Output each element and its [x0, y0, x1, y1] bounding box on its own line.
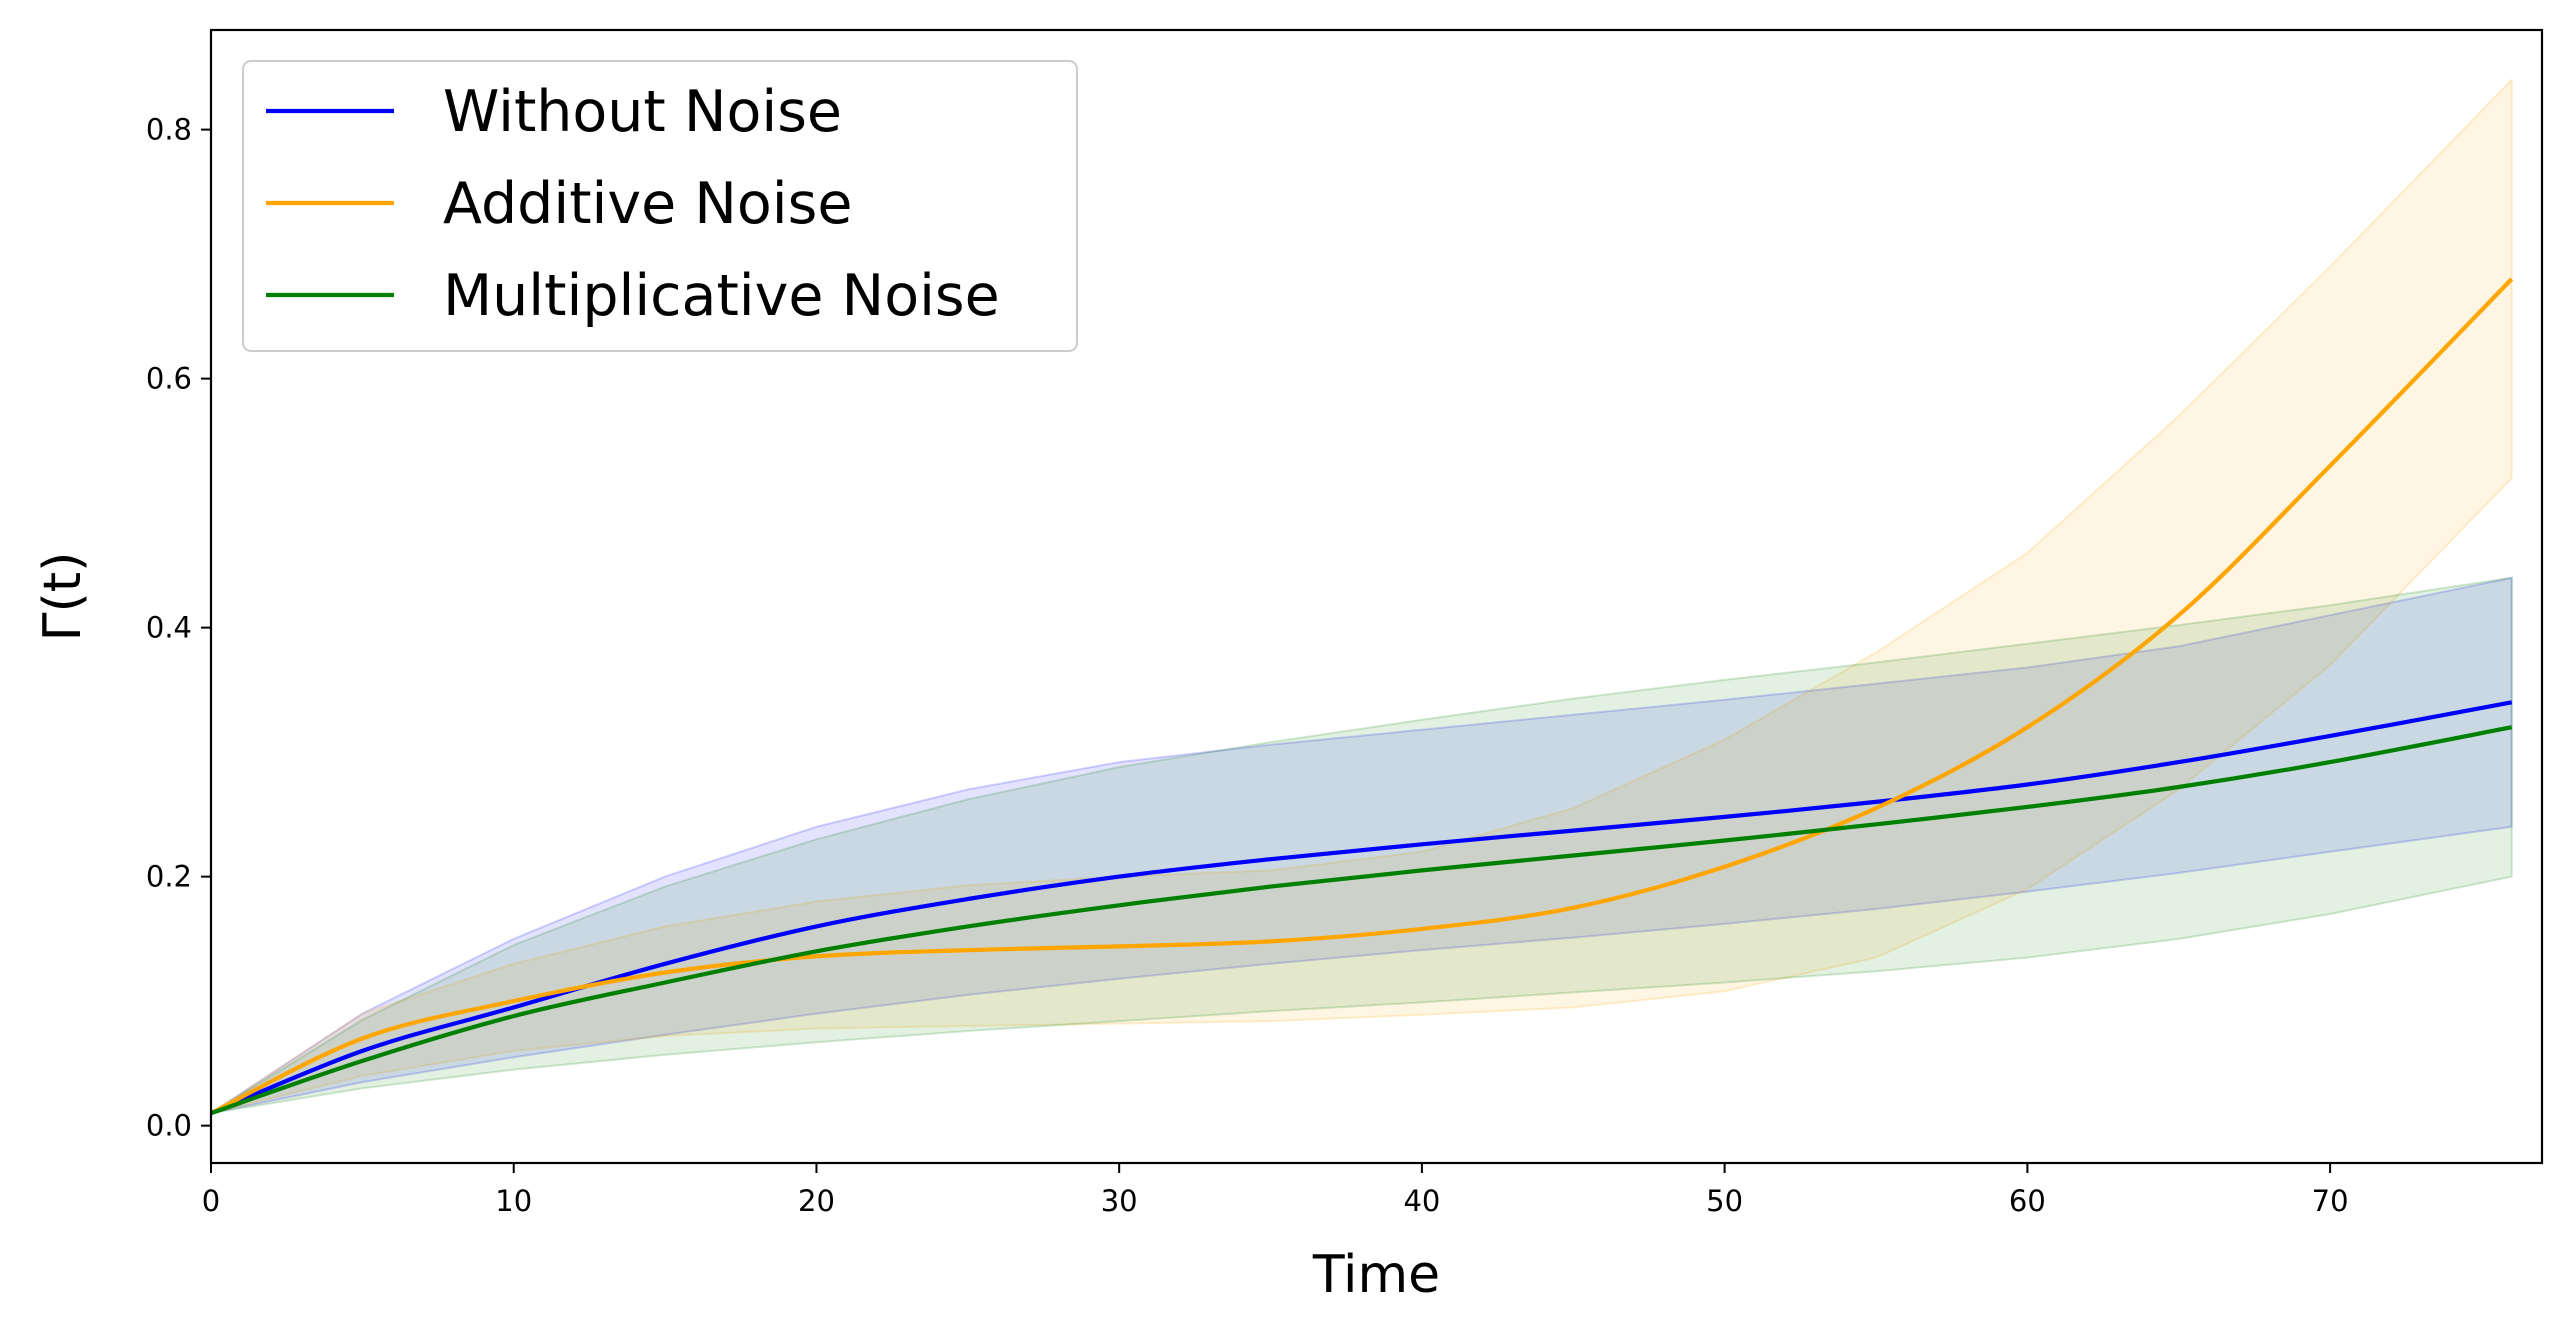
- x-tick-label: 0: [202, 1184, 220, 1218]
- x-tick-label: 50: [1706, 1184, 1743, 1218]
- y-tick-label: 0.2: [146, 860, 192, 894]
- x-tick-label: 10: [495, 1184, 532, 1218]
- x-tick-label: 60: [2009, 1184, 2046, 1218]
- multiplicative-noise-band: [210, 576, 2513, 1115]
- y-tick-label: 0.0: [146, 1109, 192, 1143]
- additive-noise-band: [210, 77, 2513, 1115]
- series-lines: [210, 277, 2514, 1116]
- x-axis-label: Time: [1312, 1245, 1440, 1305]
- multiplicative-noise-line: [210, 725, 2513, 1116]
- x-tick-label: 70: [2312, 1184, 2349, 1218]
- y-axis-label: Γ(t): [33, 552, 93, 642]
- y-tick-label: 0.8: [146, 113, 192, 147]
- x-tick-label: 30: [1101, 1184, 1138, 1218]
- legend-entry-label: Multiplicative Noise: [443, 263, 1000, 329]
- legend-entry-label: Without Noise: [443, 79, 842, 145]
- x-tick-label: 40: [1403, 1184, 1440, 1218]
- x-tick-label: 20: [798, 1184, 835, 1218]
- y-tick-label: 0.4: [146, 611, 192, 645]
- legend-entry-label: Additive Noise: [443, 171, 852, 237]
- legend: Without Noise Additive Noise Multiplicativ…: [242, 60, 1078, 352]
- additive-noise-line: [210, 277, 2514, 1116]
- plot-frame: [209, 28, 2544, 1165]
- x-axis-ticks: 0 10 20 30 40 50 60 70: [202, 1163, 2349, 1218]
- y-tick-label: 0.6: [146, 362, 192, 396]
- legend-box: [242, 60, 1078, 352]
- y-axis-ticks: 0.0 0.2 0.4 0.6 0.8: [146, 113, 211, 1143]
